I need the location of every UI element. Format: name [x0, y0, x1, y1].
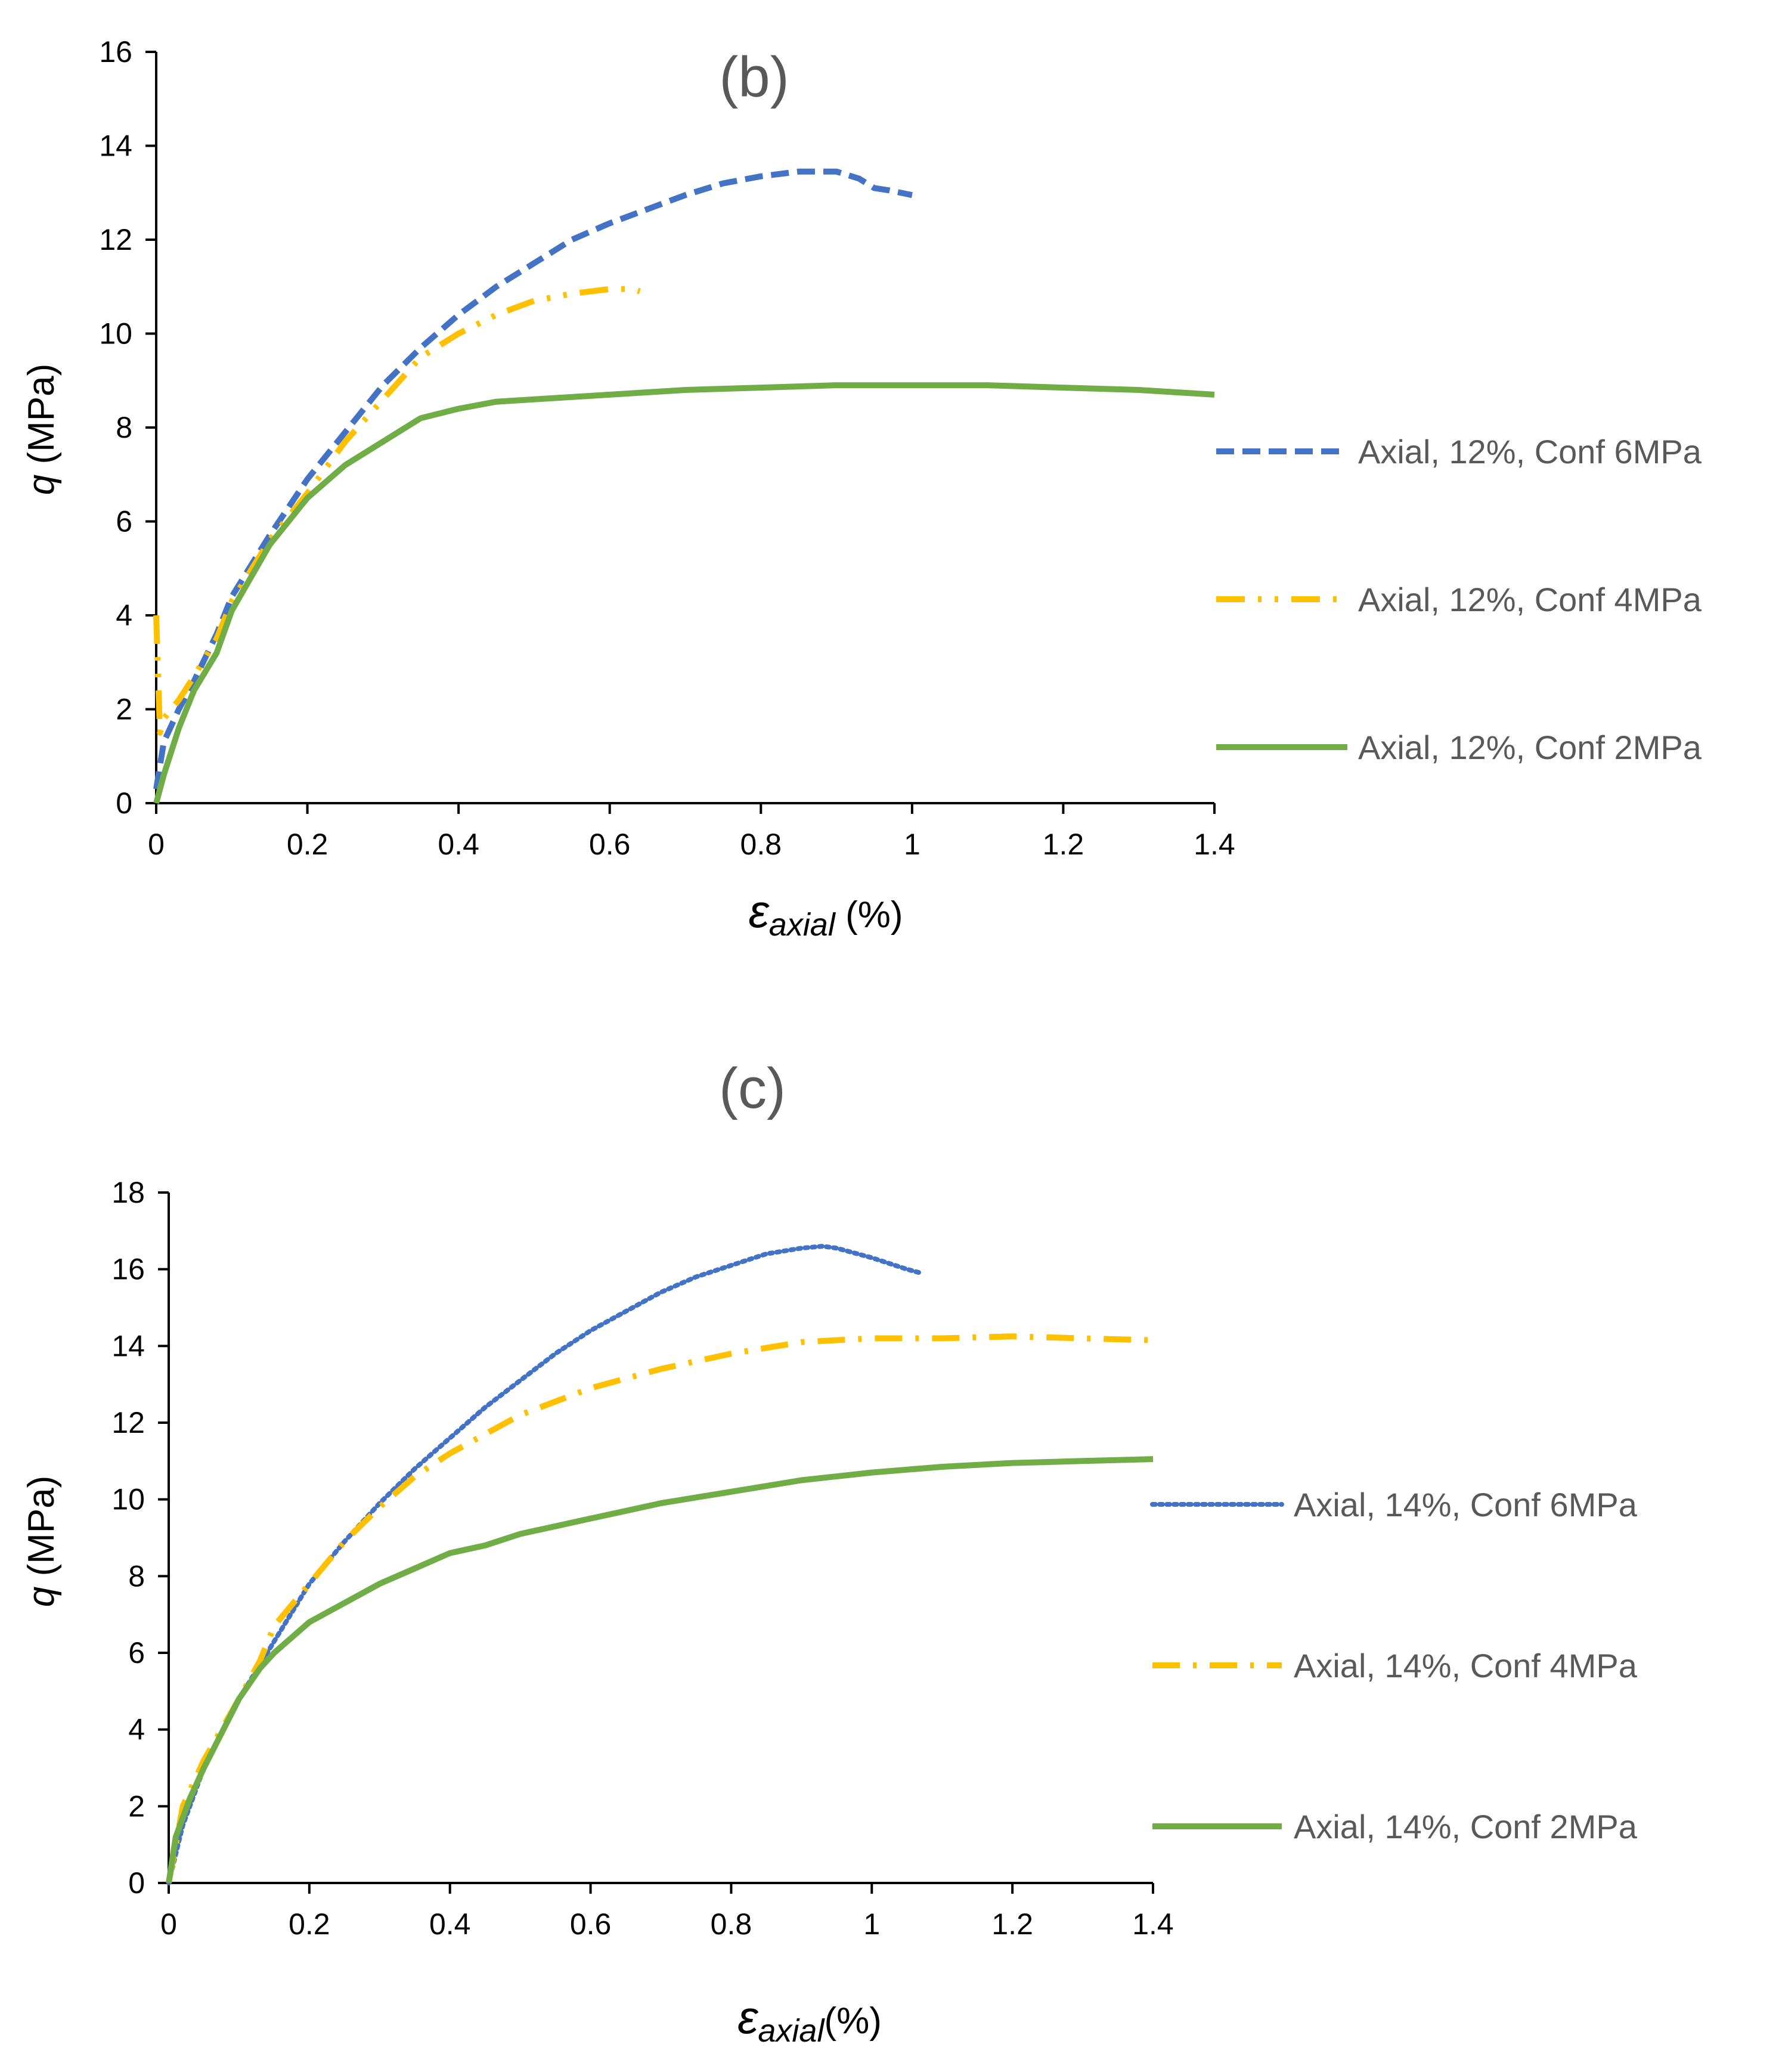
- x-tick-label: 0.2: [289, 1907, 330, 1941]
- axes: [155, 52, 1214, 804]
- x-tick-label: 1.2: [1043, 828, 1084, 861]
- legend-label: Axial, 14%, Conf 2MPa: [1294, 1808, 1638, 1845]
- x-tick-label: 0: [148, 828, 165, 861]
- x-axis-symbol: ε: [749, 885, 770, 937]
- x-axis-subscript: axial: [758, 2013, 825, 2049]
- y-tick-label: 2: [128, 1789, 145, 1823]
- legend-label: Axial, 14%, Conf 6MPa: [1294, 1486, 1638, 1523]
- x-tick-label: 0.8: [740, 828, 782, 861]
- x-tick-label: 1.2: [991, 1907, 1033, 1941]
- x-tick-label: 0.6: [589, 828, 631, 861]
- x-tick-label: 1.4: [1194, 828, 1235, 861]
- legend-item: Axial, 12%, Conf 6MPa: [1216, 433, 1702, 470]
- x-tick-label: 0.2: [287, 828, 328, 861]
- axes: [168, 1193, 1153, 1884]
- y-tick-label: 16: [99, 35, 132, 69]
- y-tick-labels: 0 2 4 6 8 10 12 14 16 18: [111, 1176, 169, 1900]
- y-axis-symbol: q: [21, 474, 62, 495]
- legend-item: Axial, 14%, Conf 2MPa: [1152, 1808, 1638, 1845]
- y-tick-label: 12: [99, 223, 132, 256]
- x-axis-symbol: ε: [737, 1991, 759, 2043]
- y-tick-label: 10: [111, 1483, 145, 1516]
- legend: Axial, 14%, Conf 6MPa Axial, 14%, Conf 4M…: [1150, 1486, 1638, 1845]
- y-tick-label: 8: [128, 1559, 145, 1593]
- panel-title: (c): [719, 1057, 786, 1120]
- y-tick-label: 4: [128, 1713, 145, 1746]
- legend-item: Axial, 12%, Conf 2MPa: [1216, 729, 1702, 766]
- legend-label: Axial, 12%, Conf 6MPa: [1358, 433, 1702, 470]
- panel-title: (b): [719, 45, 789, 109]
- y-tick-label: 0: [128, 1866, 145, 1900]
- y-tick-label: 14: [111, 1329, 145, 1362]
- legend-label: Axial, 14%, Conf 4MPa: [1294, 1647, 1638, 1684]
- legend-item: Axial, 14%, Conf 4MPa: [1152, 1647, 1638, 1684]
- x-tick-labels: 0 0.2 0.4 0.6 0.8 1 1.2 1.4: [148, 803, 1235, 861]
- y-tick-label: 10: [99, 317, 132, 351]
- y-tick-label: 12: [111, 1406, 145, 1439]
- x-axis-title: εaxial (%): [749, 885, 903, 943]
- y-tick-label: 18: [111, 1176, 145, 1209]
- x-tick-label: 0.8: [711, 1907, 752, 1941]
- series-line: [153, 382, 1215, 804]
- x-tick-label: 1: [863, 1907, 880, 1941]
- x-tick-label: 1.4: [1132, 1907, 1174, 1941]
- y-axis-symbol: q: [21, 1586, 62, 1607]
- legend: Axial, 12%, Conf 6MPa Axial, 12%, Conf 4M…: [1216, 433, 1702, 766]
- series-line: [166, 1244, 923, 1885]
- series-lines: [153, 168, 1215, 804]
- y-tick-label: 8: [116, 411, 132, 444]
- y-axis-unit: (MPa): [21, 364, 62, 475]
- y-axis-title: q (MPa): [21, 1476, 62, 1607]
- y-tick-label: 6: [128, 1636, 145, 1670]
- y-tick-label: 4: [116, 599, 132, 632]
- y-tick-label: 2: [116, 693, 132, 726]
- chart-panel-c: (c) 0 0.2 0.4 0.6 0.8 1 1.2 1.4 0 2 4 6 8 10 12 14 16 18…: [21, 1057, 1638, 2049]
- x-axis-subscript: axial: [769, 907, 836, 943]
- series-line: [166, 1456, 1154, 1884]
- x-tick-labels: 0 0.2 0.4 0.6 0.8 1 1.2 1.4: [160, 1883, 1174, 1941]
- y-axis-title: q (MPa): [21, 364, 62, 495]
- y-tick-label: 16: [111, 1253, 145, 1286]
- series-lines: [166, 1244, 1154, 1885]
- series-line: [153, 286, 641, 736]
- series-line: [166, 1333, 1154, 1884]
- y-tick-label: 6: [116, 505, 132, 538]
- y-tick-label: 0: [116, 786, 132, 820]
- x-axis-unit: (%): [835, 894, 903, 936]
- x-tick-label: 0: [160, 1907, 177, 1941]
- x-tick-label: 0.4: [429, 1907, 471, 1941]
- x-tick-label: 0.6: [570, 1907, 612, 1941]
- series-line: [153, 168, 913, 790]
- legend-label: Axial, 12%, Conf 2MPa: [1358, 729, 1702, 766]
- x-axis-unit: (%): [824, 2000, 881, 2042]
- y-tick-labels: 0 2 4 6 8 10 12 14 16: [99, 35, 156, 820]
- y-axis-unit: (MPa): [21, 1476, 62, 1587]
- x-axis-title: εaxial(%): [737, 1991, 882, 2049]
- legend-item: Axial, 14%, Conf 6MPa: [1150, 1486, 1638, 1523]
- legend-item: Axial, 12%, Conf 4MPa: [1216, 581, 1702, 618]
- chart-panel-b: (b) 0 0.2 0.4 0.6 0.8 1 1.2 1.4 0 2 4 6 8 10 12 14 16 ε…: [21, 35, 1702, 943]
- y-tick-label: 14: [99, 129, 132, 163]
- legend-label: Axial, 12%, Conf 4MPa: [1358, 581, 1702, 618]
- x-tick-label: 1: [904, 828, 921, 861]
- x-tick-label: 0.4: [438, 828, 479, 861]
